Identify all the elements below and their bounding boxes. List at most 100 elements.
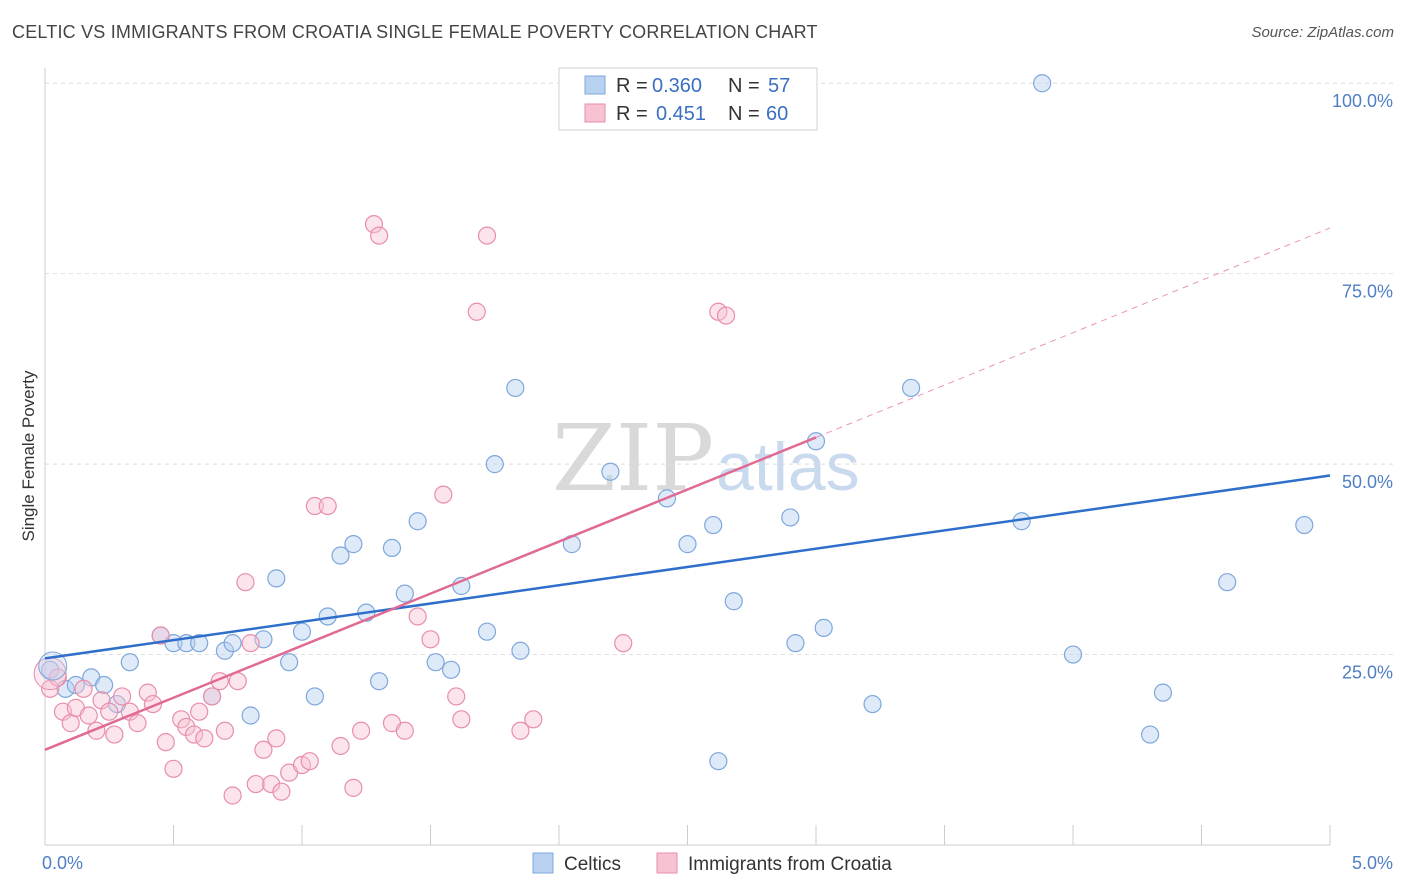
y-tick-label: 50.0%	[1342, 472, 1393, 492]
celtics-point	[724, 592, 743, 611]
croatia-point	[177, 717, 196, 737]
croatia-point	[74, 679, 93, 698]
legend-swatch-croatia	[584, 103, 606, 123]
legend-r-label-1: R =	[616, 75, 648, 97]
croatia-point	[164, 759, 183, 778]
legend-r-value-1: 0.360	[652, 75, 702, 97]
celtics-point	[814, 618, 833, 637]
croatia-point	[223, 786, 242, 805]
croatia-point	[272, 782, 291, 801]
croatia-point	[138, 683, 157, 702]
y-axis-label: Single Female Poverty	[19, 370, 38, 542]
x-tick-label: 5.0%	[1352, 853, 1393, 873]
celtics-point	[280, 653, 299, 672]
celtics-trend-line	[44, 474, 1331, 660]
croatia-point	[128, 714, 147, 733]
celtics-point	[41, 660, 60, 679]
croatia-point	[254, 740, 273, 759]
croatia-point	[195, 729, 214, 748]
croatia-point	[421, 630, 440, 649]
legend-swatch-celtics	[584, 75, 606, 95]
legend-n-value-2: 60	[766, 103, 788, 125]
gridlines	[45, 82, 1395, 656]
legend-n-label-2: N =	[728, 103, 760, 125]
axes	[44, 68, 1331, 846]
croatia-point	[331, 736, 350, 756]
croatia-point	[344, 778, 363, 797]
celtics-point	[506, 378, 525, 398]
croatia-point	[267, 729, 286, 748]
croatia-point	[305, 496, 324, 516]
croatia-trend-line	[44, 436, 817, 751]
celtics-point	[901, 378, 921, 398]
celtics-point	[215, 641, 234, 660]
celtics-point	[477, 622, 497, 641]
y-tick-labels: 25.0% 50.0% 75.0% 100.0%	[1332, 91, 1393, 682]
x-tick-labels: 0.0% 5.0%	[42, 853, 1393, 873]
celtics-point	[408, 512, 427, 531]
celtics-point	[806, 432, 826, 451]
croatia-point	[79, 706, 98, 725]
croatia-point	[352, 721, 371, 740]
croatia-point	[300, 752, 319, 771]
celtics-point	[190, 634, 209, 653]
bottom-legend: Celtics Immigrants from Croatia	[532, 852, 892, 875]
croatia-point	[434, 485, 453, 504]
celtics-point	[305, 687, 324, 706]
croatia-point	[511, 721, 530, 740]
celtics-point	[1063, 645, 1083, 664]
celtics-point	[395, 584, 414, 603]
source-credit: Source: ZipAtlas.com	[1251, 24, 1394, 41]
legend-n-label-1: N =	[728, 75, 760, 97]
croatia-point	[364, 215, 384, 234]
legend-r-label-2: R =	[616, 103, 648, 125]
bottom-legend-croatia: Immigrants from Croatia	[688, 854, 892, 875]
croatia-point	[202, 687, 222, 706]
celtics-point	[267, 569, 286, 588]
celtics-point	[95, 675, 114, 695]
legend-r-value-2: 0.451	[656, 103, 706, 125]
celtics-point	[120, 653, 139, 672]
croatia-point	[184, 725, 204, 744]
croatia-point	[156, 733, 175, 752]
series-celtics	[41, 74, 1314, 771]
croatia-point	[318, 496, 337, 516]
croatia-point	[190, 702, 209, 721]
chart-title: CELTIC VS IMMIGRANTS FROM CROATIA SINGLE…	[12, 22, 818, 42]
croatia-point	[447, 687, 466, 706]
croatia-point	[151, 626, 170, 645]
celtics-point	[678, 535, 697, 554]
legend: R = 0.360 N = 57 R = 0.451 N = 60	[558, 67, 818, 131]
croatia-point	[241, 634, 260, 653]
celtics-point	[485, 455, 504, 474]
croatia-point	[105, 725, 124, 744]
croatia-point	[408, 607, 427, 626]
series-croatia	[41, 215, 736, 805]
x-tick-label: 0.0%	[42, 853, 83, 873]
croatia-point	[61, 714, 80, 733]
celtics-point	[1295, 515, 1314, 535]
bottom-legend-swatch-croatia	[656, 852, 678, 874]
croatia-point	[236, 573, 255, 592]
croatia-point	[48, 668, 67, 687]
croatia-point	[716, 306, 736, 325]
croatia-point	[467, 302, 486, 321]
croatia-point	[370, 226, 389, 245]
bottom-legend-swatch-celtics	[532, 852, 554, 874]
croatia-point	[477, 226, 497, 245]
celtics-point	[781, 508, 800, 527]
y-tick-label: 75.0%	[1342, 282, 1393, 302]
celtics-point	[601, 462, 620, 481]
celtics-point	[1153, 683, 1173, 702]
celtics-point	[426, 653, 445, 672]
celtics-point	[292, 622, 312, 641]
bottom-legend-celtics: Celtics	[564, 854, 621, 875]
celtics-point	[709, 752, 728, 771]
celtics-point	[1033, 74, 1052, 93]
croatia-point	[524, 710, 543, 729]
y-tick-label: 25.0%	[1342, 663, 1393, 683]
celtics-point	[241, 706, 260, 725]
celtics-point	[511, 641, 530, 660]
celtics-point	[1140, 725, 1160, 744]
